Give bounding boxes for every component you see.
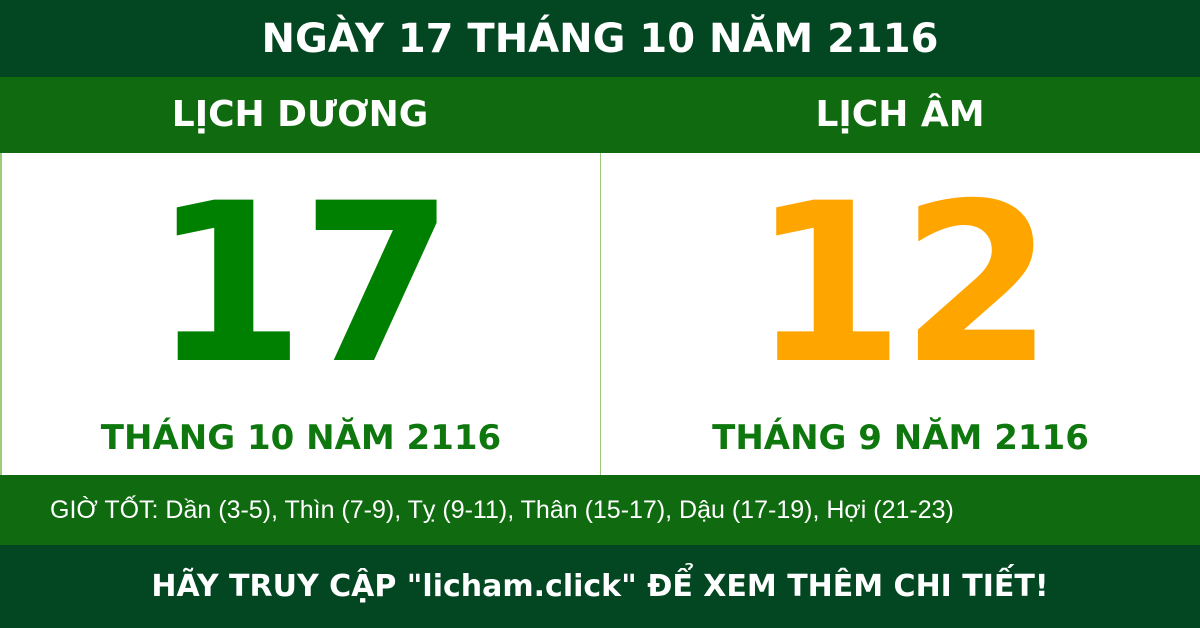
calendar-body: 17 THÁNG 10 NĂM 2116 12 THÁNG 9 NĂM 2116 bbox=[0, 153, 1200, 475]
solar-month-year: THÁNG 10 NĂM 2116 bbox=[100, 418, 502, 458]
solar-column: 17 THÁNG 10 NĂM 2116 bbox=[2, 153, 601, 475]
lunar-column: 12 THÁNG 9 NĂM 2116 bbox=[601, 153, 1200, 475]
footer-cta: HÃY TRUY CẬP "licham.click" ĐỂ XEM THÊM … bbox=[0, 545, 1200, 628]
lunar-day: 12 bbox=[751, 156, 1053, 412]
page-title: NGÀY 17 THÁNG 10 NĂM 2116 bbox=[0, 0, 1200, 77]
solar-day: 17 bbox=[151, 156, 454, 412]
lunar-heading: LỊCH ÂM bbox=[815, 94, 985, 135]
solar-heading: LỊCH DƯƠNG bbox=[171, 94, 429, 135]
good-hours: GIỜ TỐT: Dần (3-5), Thìn (7-9), Tỵ (9-11… bbox=[0, 475, 1200, 545]
lunar-month-year: THÁNG 9 NĂM 2116 bbox=[712, 418, 1089, 458]
calendar-headings: LỊCH DƯƠNG LỊCH ÂM bbox=[0, 77, 1200, 153]
